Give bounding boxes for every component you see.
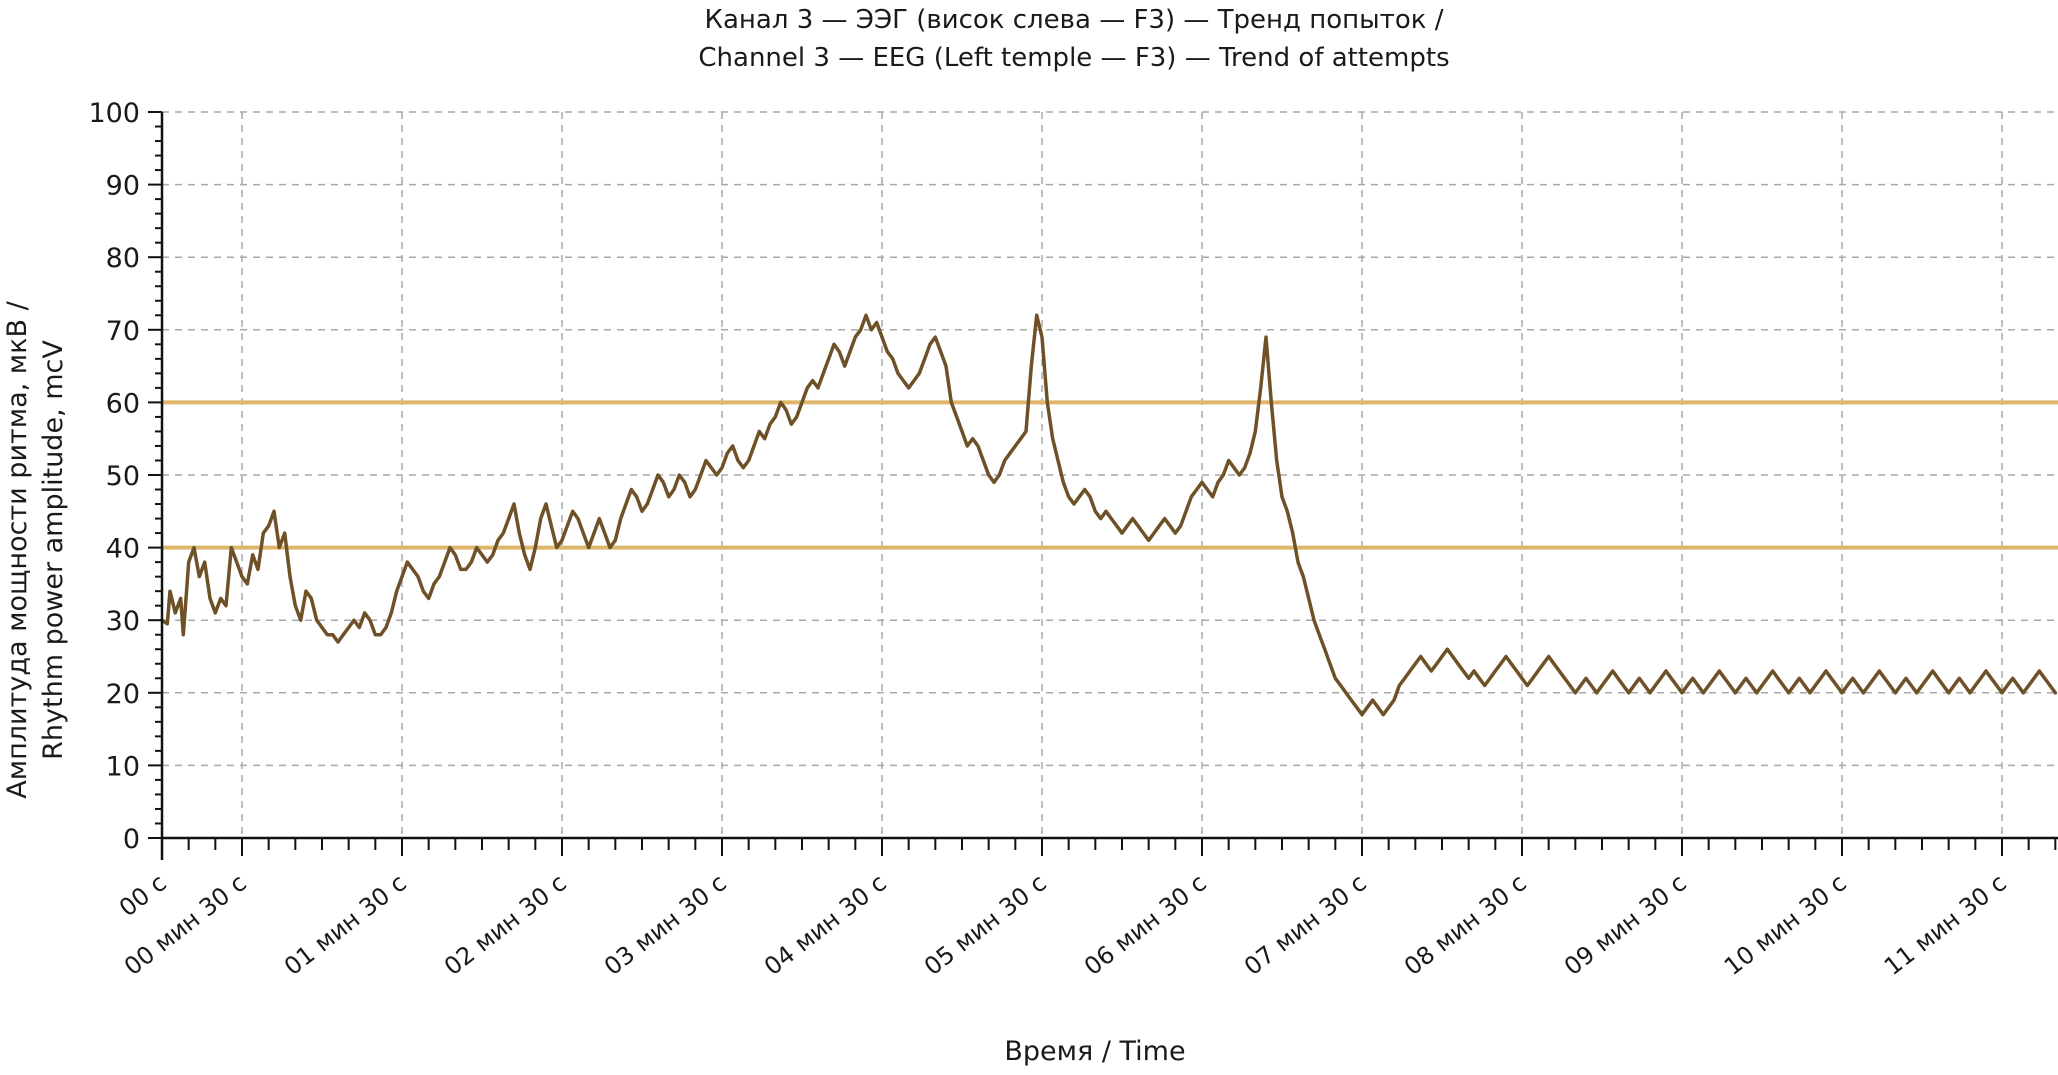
- axes: [148, 111, 2058, 860]
- series-line: [160, 313, 2058, 717]
- y-tick-label: 40: [106, 534, 140, 565]
- y-tick-label: 80: [106, 243, 140, 274]
- y-tick-label: 60: [106, 388, 140, 419]
- x-tick-labels: 00 с00 мин 30 с 01 мин 30 с 02 мин 30 с 03 …: [114, 869, 2012, 981]
- x-tick-label: 08 мин 30 с: [1399, 869, 1532, 981]
- chart-title-line-1: Канал 3 — ЭЭГ (висок слева — F3) — Тренд…: [705, 5, 1444, 35]
- y-tick-label: 20: [106, 679, 140, 710]
- x-tick-label: 03 мин 30 с: [599, 869, 732, 981]
- y-tick-label: 100: [88, 98, 140, 129]
- y-tick-label: 0: [123, 824, 140, 855]
- x-tick-label: 07 мин 30 с: [1239, 869, 1372, 981]
- y-axis-label: Амплитуда мощности ритма, мкВ / Rhythm p…: [2, 300, 69, 798]
- x-tick-label: 05 мин 30 с: [919, 869, 1052, 981]
- x-tick-label: 02 мин 30 с: [439, 869, 572, 981]
- x-axis-label: Время / Time: [1004, 1036, 1185, 1067]
- x-tick-label: 06 мин 30 с: [1079, 869, 1212, 981]
- x-tick-label: 11 мин 30 с: [1879, 869, 2012, 981]
- x-tick-label: 09 мин 30 с: [1559, 869, 1692, 981]
- data-series: [160, 313, 2058, 717]
- reference-lines: [162, 400, 2058, 550]
- x-tick-label: 04 мин 30 с: [759, 869, 892, 981]
- y-axis-label-line-2: Rhythm power amplitude, mcV: [38, 340, 69, 760]
- y-tick-label: 10: [106, 751, 140, 782]
- x-tick-label: 01 мин 30 с: [279, 869, 412, 981]
- x-tick-label: 10 мин 30 с: [1719, 869, 1852, 981]
- y-tick-label: 70: [106, 316, 140, 347]
- chart-title-line-2: Channel 3 — EEG (Left temple — F3) — Tre…: [698, 43, 1449, 73]
- y-axis-label-line-1: Амплитуда мощности ритма, мкВ /: [2, 300, 33, 798]
- y-tick-label: 90: [106, 171, 140, 202]
- y-tick-label: 50: [106, 461, 140, 492]
- x-tick-label: 00 с: [114, 869, 172, 923]
- y-tick-label: 30: [106, 606, 140, 637]
- y-tick-labels: 0 10 20 30 40 50 60 70 80 90 100: [88, 98, 140, 855]
- grid: [162, 111, 2058, 838]
